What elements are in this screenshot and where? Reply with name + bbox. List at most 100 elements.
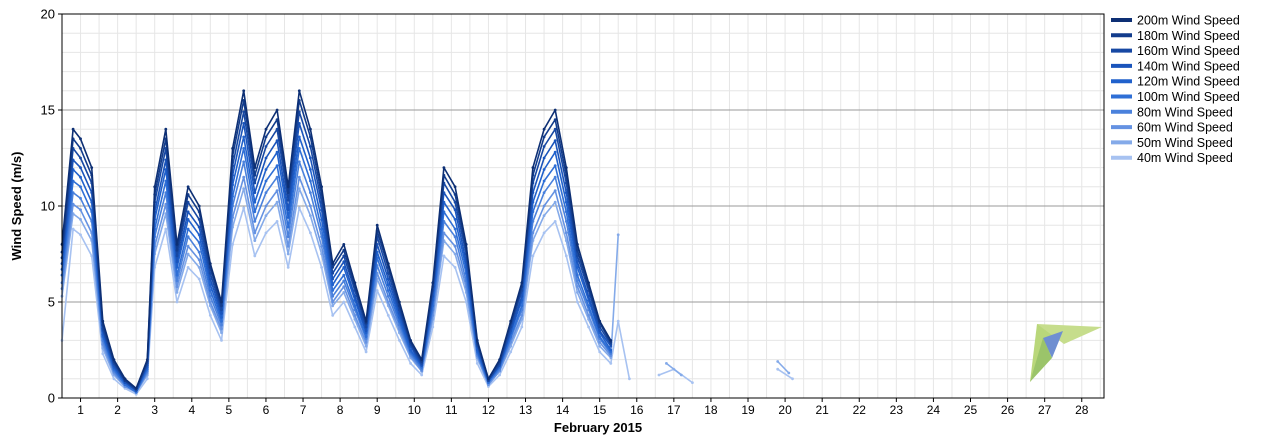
x-tick-label: 22 <box>853 403 867 417</box>
data-point <box>79 147 82 150</box>
data-point <box>453 244 457 248</box>
data-point <box>542 214 546 218</box>
data-point <box>787 371 791 375</box>
data-point <box>164 127 168 131</box>
data-point <box>409 362 412 365</box>
data-point <box>576 279 579 283</box>
data-point <box>208 283 212 287</box>
x-axis-ticks: 1 2 3 4 5 6 7 8 9 10 11 12 13 14 15 16 17 18 19 20 21 22 23 24 2… <box>77 398 1089 417</box>
series-line <box>665 362 682 376</box>
data-point <box>542 231 546 235</box>
x-tick-label: 18 <box>704 403 718 417</box>
data-point <box>186 185 190 189</box>
data-point <box>186 252 190 256</box>
data-point <box>112 358 116 361</box>
data-point <box>175 285 179 288</box>
data-point <box>431 281 435 285</box>
data-point <box>587 325 590 329</box>
data-point <box>609 348 613 352</box>
data-point <box>331 266 335 269</box>
data-point <box>342 243 346 246</box>
data-point <box>264 204 268 208</box>
data-point <box>331 283 335 287</box>
data-point <box>253 254 257 258</box>
legend-label: 40m Wind Speed <box>1137 151 1233 165</box>
data-point <box>331 300 335 304</box>
data-point <box>386 283 390 287</box>
data-point <box>145 358 149 361</box>
series-line <box>777 360 790 374</box>
data-point <box>342 266 346 269</box>
data-point <box>364 344 368 348</box>
data-point <box>309 204 312 208</box>
data-point <box>286 198 290 202</box>
data-point <box>475 339 479 342</box>
data-point <box>309 168 312 171</box>
data-point <box>79 137 82 141</box>
data-point <box>297 175 301 179</box>
data-point <box>342 300 346 304</box>
data-point <box>364 329 368 333</box>
data-point <box>79 166 82 170</box>
data-point <box>442 166 446 170</box>
data-point <box>553 189 557 193</box>
data-point <box>242 110 246 114</box>
data-point <box>286 185 290 189</box>
data-point <box>386 314 390 317</box>
data-point <box>175 273 179 277</box>
data-point <box>475 362 479 365</box>
x-tick-label: 25 <box>964 403 978 417</box>
data-point <box>553 118 557 121</box>
logo-leaf <box>1037 324 1102 344</box>
data-point <box>297 187 301 191</box>
x-tick-label: 4 <box>188 403 195 417</box>
data-point <box>309 145 312 148</box>
data-point <box>553 150 557 154</box>
y-tick-label: 0 <box>48 391 55 406</box>
data-point <box>175 279 179 283</box>
data-point <box>609 344 613 348</box>
data-point <box>542 135 546 139</box>
data-point <box>409 339 412 342</box>
data-point <box>342 291 346 294</box>
data-point <box>275 220 279 223</box>
data-point <box>186 210 190 214</box>
data-point <box>679 373 683 377</box>
data-point <box>286 208 290 212</box>
data-point <box>242 160 246 164</box>
data-point <box>208 289 212 292</box>
data-point <box>320 244 323 248</box>
data-point <box>297 160 301 164</box>
data-point <box>657 373 661 377</box>
series-layer <box>60 89 794 396</box>
data-point <box>175 291 179 294</box>
data-point <box>320 185 323 189</box>
data-point <box>553 127 557 131</box>
data-point <box>331 277 335 281</box>
data-point <box>791 377 794 381</box>
data-point <box>776 367 780 371</box>
data-point <box>553 164 557 168</box>
data-point <box>420 373 424 377</box>
data-point <box>386 277 390 281</box>
x-tick-label: 10 <box>408 403 422 417</box>
data-point <box>542 145 546 148</box>
data-point <box>776 360 780 363</box>
data-point <box>275 108 279 112</box>
data-point <box>231 243 235 246</box>
data-point <box>342 260 346 264</box>
legend-label: 80m Wind Speed <box>1137 105 1233 119</box>
data-point <box>398 339 401 342</box>
data-point <box>134 392 138 396</box>
data-point <box>576 300 579 304</box>
data-point <box>197 241 201 244</box>
data-point <box>101 319 105 323</box>
logo-center <box>1043 331 1063 358</box>
x-tick-label: 20 <box>778 403 792 417</box>
data-point <box>79 208 82 212</box>
data-point <box>553 108 557 112</box>
data-point <box>442 254 446 258</box>
data-point <box>197 277 201 281</box>
data-point <box>453 218 457 221</box>
